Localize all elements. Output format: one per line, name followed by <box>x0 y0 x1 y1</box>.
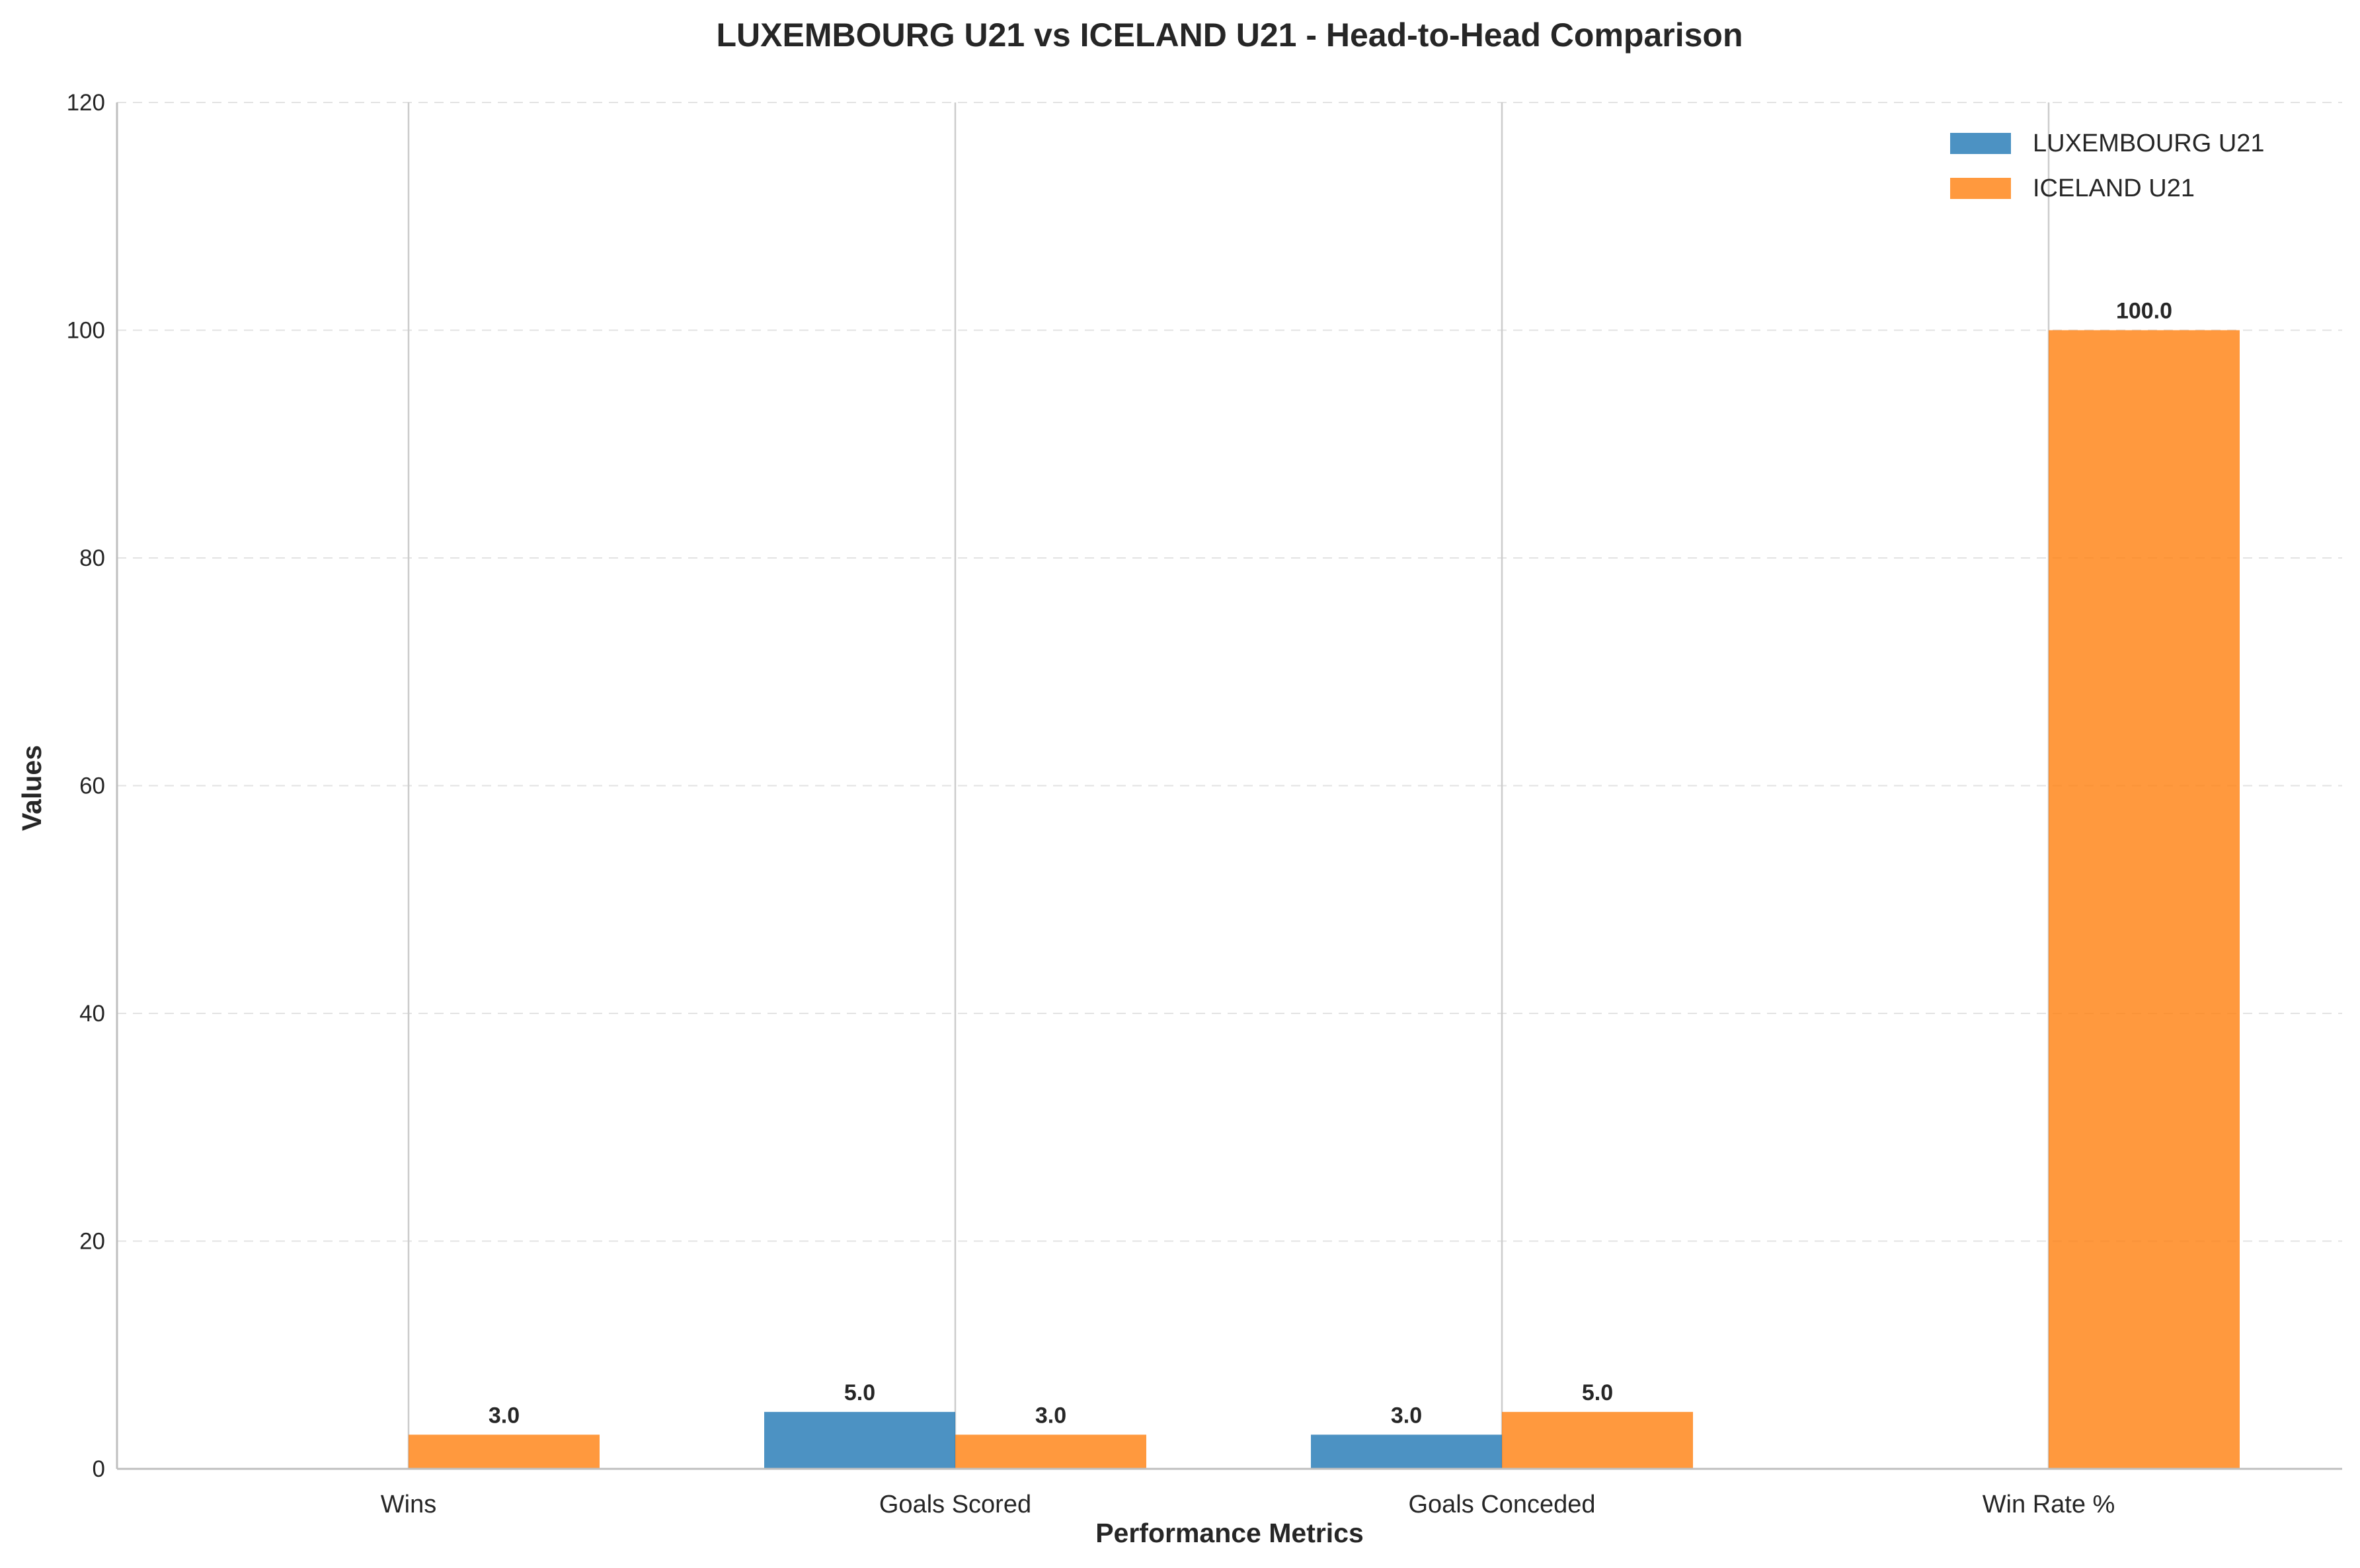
chart-title: LUXEMBOURG U21 vs ICELAND U21 - Head-to-… <box>716 17 1743 54</box>
y-tick-label: 80 <box>79 545 105 571</box>
legend-swatch <box>1950 178 2011 199</box>
data-label: 3.0 <box>1391 1403 1422 1428</box>
bars <box>409 330 2240 1469</box>
y-tick-label: 20 <box>79 1229 105 1255</box>
y-tick-label: 60 <box>79 773 105 799</box>
bar <box>1311 1434 1502 1469</box>
x-tick-label: Goals Conceded <box>1408 1491 1595 1518</box>
bar <box>1502 1411 1693 1469</box>
legend-label: LUXEMBOURG U21 <box>2033 130 2265 157</box>
legend: LUXEMBOURG U21 ICELAND U21 <box>1950 130 2265 202</box>
x-tick-label: Win Rate % <box>1983 1491 2115 1518</box>
y-tick-label: 40 <box>79 1001 105 1027</box>
bar <box>2049 330 2240 1469</box>
y-tick-label: 120 <box>67 90 105 116</box>
data-label: 3.0 <box>489 1403 520 1428</box>
y-axis-ticks: 0 20 40 60 80 100 120 <box>67 90 105 1482</box>
data-label: 3.0 <box>1035 1403 1066 1428</box>
y-tick-label: 0 <box>93 1456 105 1482</box>
legend-swatch <box>1950 133 2011 154</box>
x-axis-ticks: Wins Goals Scored Goals Conceded Win Rate % <box>381 1491 2115 1518</box>
data-label: 5.0 <box>1582 1380 1613 1405</box>
x-axis-label: Performance Metrics <box>1095 1518 1364 1548</box>
x-tick-label: Wins <box>381 1491 436 1518</box>
value-labels: 5.0 3.0 3.0 3.0 5.0 100.0 <box>489 299 2172 1429</box>
x-tick-label: Goals Scored <box>879 1491 1031 1518</box>
bar <box>955 1434 1146 1469</box>
bar <box>764 1411 955 1469</box>
grid-lines <box>117 102 2342 1242</box>
bar <box>409 1434 600 1469</box>
y-tick-label: 100 <box>67 318 105 344</box>
data-label: 5.0 <box>844 1380 875 1405</box>
data-label: 100.0 <box>2116 299 2172 324</box>
legend-label: ICELAND U21 <box>2033 175 2195 202</box>
y-axis-label: Values <box>17 745 47 831</box>
